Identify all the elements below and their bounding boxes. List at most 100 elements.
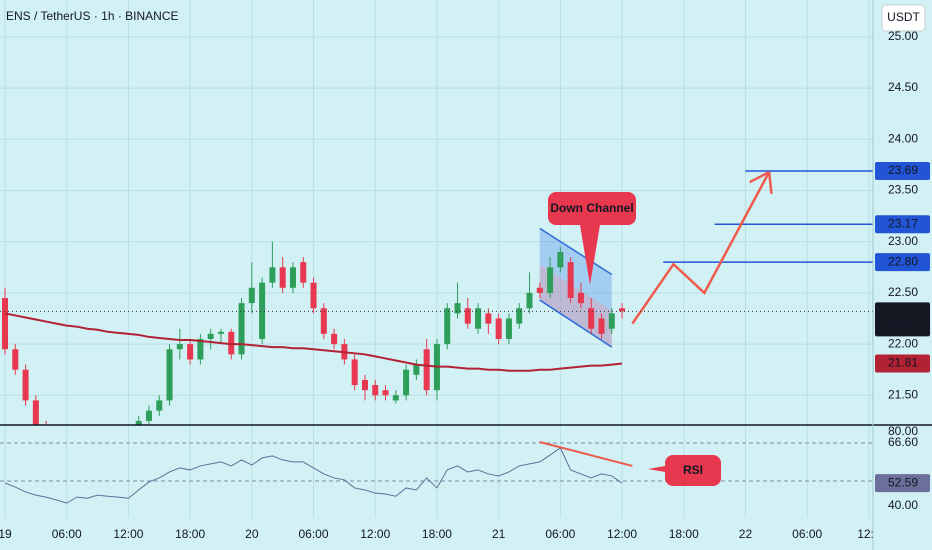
rsi-value-label: 52.59 xyxy=(888,475,918,489)
currency[interactable]: USDT xyxy=(887,10,920,24)
candle-body xyxy=(423,349,430,391)
y-tick-label: 24.50 xyxy=(888,80,918,94)
candle-body xyxy=(156,400,163,411)
overlay: 25.00 24.50 24.00 23.50 23.00 22.50 22.00 21.50… xyxy=(548,29,930,512)
candle-body xyxy=(259,282,266,339)
callout xyxy=(548,192,636,285)
y-tick-label: 22.00 xyxy=(888,336,918,350)
callout xyxy=(648,455,721,486)
rsi-pane xyxy=(0,425,873,518)
candle-body xyxy=(485,313,492,324)
candle-body xyxy=(526,292,533,309)
candle-body xyxy=(619,308,626,312)
x-tick-label: 18:00 xyxy=(422,527,452,541)
x-tick-label: 12:0 xyxy=(857,527,881,541)
x-tick-label: 19 xyxy=(0,527,12,541)
projection-arrowhead xyxy=(767,171,773,195)
candle-body xyxy=(495,318,502,339)
callout-text: Down Channel xyxy=(550,201,633,215)
candle-body xyxy=(372,385,379,396)
candle-body xyxy=(382,390,389,396)
candle-body xyxy=(557,251,564,268)
candle-body xyxy=(608,313,615,329)
candle-body xyxy=(413,364,420,375)
currency-button[interactable] xyxy=(881,4,926,32)
rsi-tick-label: 66.60 xyxy=(888,435,918,449)
ma-label: 21.81 xyxy=(888,356,918,370)
y-tick-label: 21.50 xyxy=(888,387,918,401)
candle-body xyxy=(32,400,39,425)
x-tick-label: 18:00 xyxy=(669,527,699,541)
candle-body xyxy=(279,267,286,288)
candle-body xyxy=(577,292,584,304)
candle-body xyxy=(392,395,399,401)
candle-body xyxy=(300,262,307,283)
candle-body xyxy=(454,303,461,314)
candle-body xyxy=(475,308,482,329)
candle-body xyxy=(505,318,512,339)
candle-body xyxy=(516,308,523,324)
candle-body xyxy=(228,331,235,355)
candle-body xyxy=(444,308,451,345)
x-tick-label: 06:00 xyxy=(792,527,822,541)
candle-body xyxy=(588,308,595,329)
level-label: 23.69 xyxy=(888,163,918,177)
time-axis: 19 06:00 12:00 18:00 20 06:00 12:00 18:00 21 06:0… xyxy=(0,527,881,541)
channel-line xyxy=(539,299,613,348)
candle-body xyxy=(135,420,142,425)
candle-body xyxy=(176,344,183,350)
x-tick-label: 12:00 xyxy=(113,527,143,541)
level-label-box xyxy=(875,253,930,272)
ma-label-box xyxy=(875,354,930,373)
candle-body xyxy=(145,410,152,421)
ma-line xyxy=(4,312,623,372)
channel-line xyxy=(539,227,613,276)
candle-body xyxy=(403,369,410,396)
level-label-box xyxy=(875,162,930,181)
candle-body xyxy=(361,379,368,391)
level-label-box xyxy=(875,215,930,234)
candle-body xyxy=(1,298,8,350)
current-price-label: 22.32 xyxy=(888,303,918,317)
candle-body xyxy=(22,369,29,401)
x-tick-label: 21 xyxy=(492,527,506,541)
candle-body xyxy=(217,331,224,334)
level-label: 22.80 xyxy=(888,254,918,268)
y-tick-label: 24.00 xyxy=(888,131,918,145)
x-tick-label: 06:00 xyxy=(299,527,329,541)
candle-body xyxy=(187,344,194,360)
y-tick-label: 23.00 xyxy=(888,234,918,248)
candle-body xyxy=(248,287,255,304)
candle-body xyxy=(598,318,605,334)
chart-title: ENS / TetherUS · 1h · BINANCE xyxy=(6,9,179,23)
level-label: 23.17 xyxy=(888,216,918,230)
candle-body xyxy=(310,282,317,309)
candle-body xyxy=(331,333,338,345)
candle-body xyxy=(464,308,471,324)
price-pane xyxy=(0,0,873,425)
rsi-tick-label: 80.00 xyxy=(888,424,918,438)
y-tick-label: 22.50 xyxy=(888,285,918,299)
x-tick-label: 12:00 xyxy=(360,527,390,541)
x-tick-label: 06:00 xyxy=(52,527,82,541)
x-tick-label: 22 xyxy=(739,527,753,541)
x-tick-label: 18:00 xyxy=(175,527,205,541)
countdown: 18:18 xyxy=(888,318,918,332)
projection-line xyxy=(631,171,771,325)
y-tick-label: 25.00 xyxy=(888,29,918,43)
candle-body xyxy=(12,349,19,370)
y-tick-label: 23.50 xyxy=(888,183,918,197)
candle-body xyxy=(320,308,327,334)
candle-body xyxy=(351,359,358,386)
candle-body xyxy=(567,262,574,299)
x-tick-label: 20 xyxy=(245,527,259,541)
candle-body xyxy=(269,267,276,283)
rsi-label-box xyxy=(875,474,930,493)
candle-body xyxy=(207,333,214,339)
callout-text: RSI xyxy=(683,463,703,477)
candle-body xyxy=(166,349,173,401)
x-tick-label: 12:00 xyxy=(607,527,637,541)
rsi-tick-label: 40.00 xyxy=(888,498,918,512)
